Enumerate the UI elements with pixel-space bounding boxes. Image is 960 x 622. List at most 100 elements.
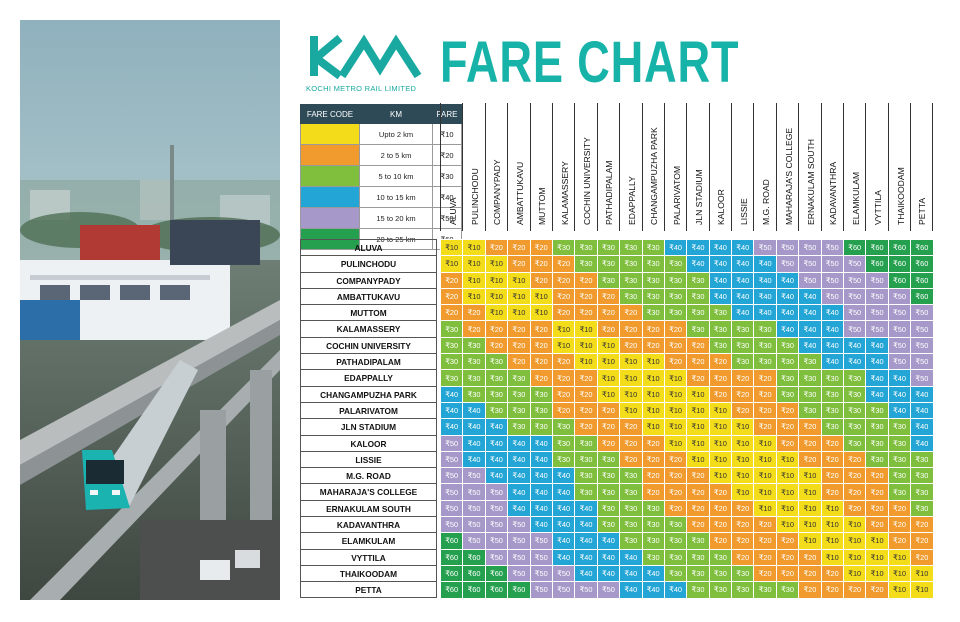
fare-cell: ₹20 <box>820 434 845 452</box>
fare-cell: ₹30 <box>910 483 934 501</box>
fare-cell: ₹50 <box>462 483 486 501</box>
fare-cell: ₹40 <box>708 271 733 289</box>
fare-cell: ₹50 <box>843 271 867 289</box>
column-header: KALOOR <box>708 103 731 231</box>
fare-cell: ₹20 <box>798 418 822 436</box>
fare-cell: ₹30 <box>798 369 822 387</box>
legend-row: 5 to 10 km ₹30 <box>300 165 462 187</box>
fare-cell: ₹20 <box>910 548 934 566</box>
fare-cell: ₹30 <box>686 581 710 599</box>
fare-cell: ₹40 <box>820 336 845 355</box>
fare-cell: ₹30 <box>820 418 845 436</box>
fare-cell: ₹50 <box>775 255 800 273</box>
fare-cell: ₹40 <box>865 385 889 403</box>
column-header: ERNAKULAM SOUTH <box>798 103 820 231</box>
fare-cell: ₹10 <box>887 581 912 599</box>
fare-cell: ₹40 <box>887 385 912 403</box>
fare-cell: ₹20 <box>708 499 733 518</box>
fare-cell: ₹50 <box>775 238 800 257</box>
fare-cell: ₹40 <box>731 287 755 306</box>
fare-cell: ₹20 <box>663 336 688 355</box>
fare-cell: ₹30 <box>686 304 710 322</box>
fare-cell: ₹40 <box>574 532 598 550</box>
fare-cell: ₹10 <box>641 385 665 403</box>
fare-cell: ₹50 <box>798 255 822 273</box>
legend-row: 10 to 15 km ₹40 <box>300 186 462 208</box>
fare-cell: ₹60 <box>910 287 934 306</box>
fare-cell: ₹10 <box>820 516 845 534</box>
fare-cell: ₹20 <box>865 467 889 485</box>
fare-cell: ₹40 <box>731 238 755 257</box>
legend-fare: ₹40 <box>432 186 462 208</box>
fare-cell: ₹10 <box>910 581 934 599</box>
fare-cell: ₹50 <box>865 287 889 306</box>
fare-cell: ₹20 <box>775 564 800 583</box>
column-header: M.G. ROAD <box>753 103 775 231</box>
fare-cell: ₹10 <box>686 418 710 436</box>
fare-cell: ₹50 <box>910 369 934 387</box>
row-station-name: M.G. ROAD <box>300 467 437 484</box>
fare-cell: ₹20 <box>529 353 553 371</box>
fare-cell: ₹50 <box>887 287 912 306</box>
row-station-name: THAIKOODAM <box>300 564 437 582</box>
column-header: COMPANYPADY <box>484 103 507 231</box>
fare-cell: ₹40 <box>887 401 912 420</box>
fare-legend: FARE CODE KM FARE Upto 2 km ₹10 2 to 5 km ₹… <box>300 104 462 250</box>
fare-cell: ₹20 <box>439 271 464 289</box>
fare-cell: ₹40 <box>753 304 777 322</box>
fare-cell: ₹10 <box>439 238 464 257</box>
fare-cell: ₹30 <box>529 418 553 436</box>
fare-cell: ₹40 <box>708 255 733 273</box>
fare-cell: ₹30 <box>462 353 486 371</box>
fare-cell: ₹20 <box>708 532 733 550</box>
fare-cell: ₹20 <box>551 255 576 273</box>
column-station-name: PETTA <box>917 197 928 225</box>
fare-cell: ₹60 <box>887 271 912 289</box>
column-header: KALAMASSERY <box>551 103 574 231</box>
fare-cell: ₹20 <box>708 353 733 371</box>
fare-cell: ₹40 <box>619 564 643 583</box>
fare-cell: ₹30 <box>619 499 643 518</box>
fare-cell: ₹10 <box>753 467 777 485</box>
fare-cell: ₹50 <box>529 532 553 550</box>
fare-cell: ₹30 <box>708 320 733 338</box>
fare-cell: ₹50 <box>529 548 553 566</box>
fare-cell: ₹40 <box>798 336 822 355</box>
fare-cell: ₹30 <box>439 320 464 338</box>
fare-cell: ₹30 <box>619 238 643 257</box>
fare-cell: ₹20 <box>439 287 464 306</box>
fare-cell: ₹30 <box>596 255 621 273</box>
fare-cell: ₹50 <box>439 516 464 534</box>
fare-row: ₹60 ₹60 ₹60 ₹50 ₹50 ₹50 ₹40 ₹40 ₹40 ₹40 ₹30 ₹30 ₹30 ₹… <box>439 564 934 583</box>
fare-cell: ₹40 <box>820 304 845 322</box>
fare-cell: ₹40 <box>686 255 710 273</box>
fare-cell: ₹30 <box>775 369 800 387</box>
column-header: JLN STADIUM <box>686 103 708 231</box>
fare-cell: ₹20 <box>574 385 598 403</box>
fare-cell: ₹10 <box>596 369 621 387</box>
fare-cell: ₹20 <box>574 287 598 306</box>
fare-cell: ₹30 <box>574 483 598 501</box>
fare-cell: ₹30 <box>663 287 688 306</box>
fare-cell: ₹40 <box>529 499 553 518</box>
fare-cell: ₹40 <box>865 336 889 355</box>
fare-cell: ₹10 <box>731 467 755 485</box>
fare-row: ₹50 ₹50 ₹50 ₹50 ₹40 ₹40 ₹40 ₹30 ₹30 ₹30 ₹30 ₹20 ₹20 ₹… <box>439 516 934 534</box>
fare-row: ₹20 ₹10 ₹10 ₹10 ₹20 ₹20 ₹20 ₹30 ₹30 ₹30 ₹30 ₹30 ₹40 ₹… <box>439 271 934 289</box>
column-station-headers: ALUVA PULINCHODU COMPANYPADY AMBATTUKAVU MUT… <box>440 103 933 231</box>
fare-cell: ₹60 <box>439 532 464 550</box>
fare-cell: ₹20 <box>619 320 643 338</box>
fare-cell: ₹30 <box>708 581 733 599</box>
fare-cell: ₹30 <box>887 483 912 501</box>
fare-cell: ₹20 <box>663 450 688 469</box>
legend-header-code: FARE CODE <box>300 104 360 124</box>
column-station-name: ALUVA <box>447 197 458 225</box>
fare-cell: ₹10 <box>484 304 509 322</box>
fare-cell: ₹50 <box>439 499 464 518</box>
fare-cell: ₹30 <box>596 516 621 534</box>
fare-cell: ₹20 <box>439 304 464 322</box>
fare-cell: ₹40 <box>551 532 576 550</box>
fare-cell: ₹40 <box>910 385 934 403</box>
fare-cell: ₹20 <box>551 271 576 289</box>
fare-cell: ₹10 <box>619 385 643 403</box>
